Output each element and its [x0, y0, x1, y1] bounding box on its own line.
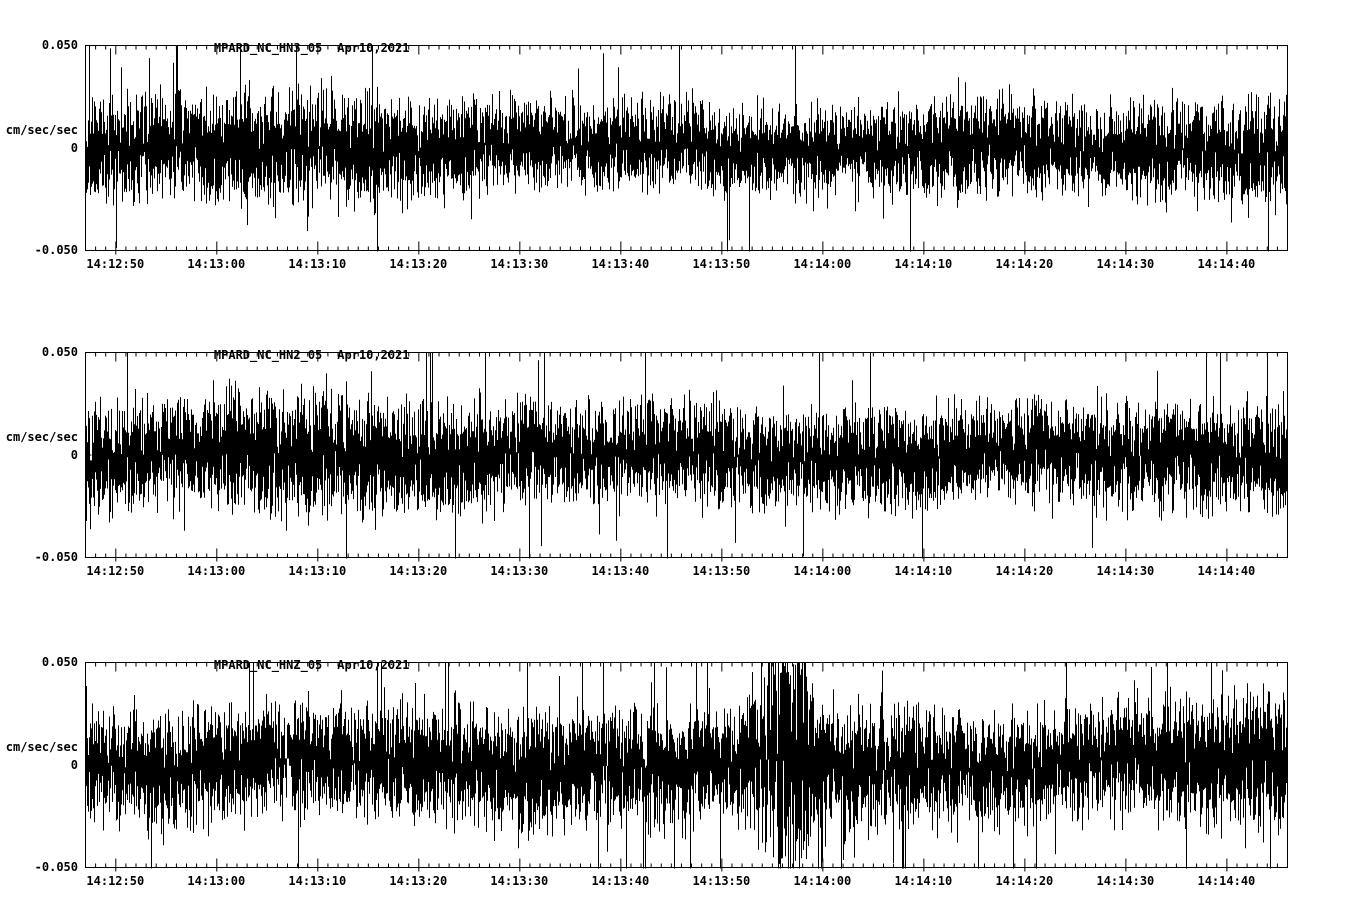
- x-tick-label: 14:13:10: [288, 564, 347, 578]
- channel-name: MPARD_NC_HN2_05: [213, 348, 323, 362]
- axis-ticks: [85, 45, 1288, 255]
- x-tick-label: 14:13:30: [490, 257, 549, 271]
- panel-title: MPARD_NC_HN2_05 Apr10,2021: [185, 334, 410, 376]
- y-axis-units-label: cm/sec/sec: [5, 429, 78, 444]
- x-tick-label: 14:14:20: [995, 874, 1054, 888]
- x-tick-label: 14:14:20: [995, 564, 1054, 578]
- x-tick-label: 14:14:30: [1096, 564, 1155, 578]
- x-tick-label: 14:13:00: [187, 874, 246, 888]
- x-tick-label: 14:14:10: [894, 874, 953, 888]
- x-tick-label: 14:13:40: [591, 257, 650, 271]
- waveform-panel-hn3: MPARD_NC_HN3_05 Apr10,2021 cm/sec/sec 0.0…: [0, 25, 1358, 287]
- x-tick-label: 14:13:00: [187, 257, 246, 271]
- x-tick-label: 14:14:00: [793, 257, 852, 271]
- y-tick-label: -0.050: [34, 860, 78, 874]
- x-tick-label: 14:12:50: [86, 564, 145, 578]
- y-tick-label: 0.050: [41, 38, 78, 52]
- x-tick-label: 14:13:40: [591, 874, 650, 888]
- x-tick-label: 14:13:10: [288, 874, 347, 888]
- y-axis-units-label: cm/sec/sec: [5, 739, 78, 754]
- x-tick-label: 14:14:00: [793, 874, 852, 888]
- y-tick-label: -0.050: [34, 243, 78, 257]
- x-tick-label: 14:13:20: [389, 257, 448, 271]
- x-tick-label: 14:12:50: [86, 257, 145, 271]
- waveform-trace: [85, 45, 1287, 252]
- y-tick-label: 0: [70, 140, 78, 155]
- y-tick-label: 0: [70, 447, 78, 462]
- waveform-plot: [85, 662, 1288, 872]
- x-tick-label: 14:14:40: [1197, 874, 1256, 888]
- x-tick-label: 14:13:50: [692, 874, 751, 888]
- waveform-plot: [85, 45, 1288, 255]
- x-tick-label: 14:14:40: [1197, 564, 1256, 578]
- trace-date: Apr10,2021: [337, 41, 410, 55]
- trace-date: Apr10,2021: [337, 348, 410, 362]
- x-tick-label: 14:14:40: [1197, 257, 1256, 271]
- y-axis-units-label: cm/sec/sec: [5, 122, 78, 137]
- x-tick-label: 14:14:30: [1096, 874, 1155, 888]
- panel-title: MPARD_NC_HNZ_05 Apr10,2021: [185, 644, 410, 686]
- axis-ticks: [85, 352, 1288, 562]
- x-tick-label: 14:13:30: [490, 874, 549, 888]
- waveform-trace: [85, 352, 1287, 559]
- x-tick-label: 14:14:10: [894, 257, 953, 271]
- x-tick-label: 14:13:50: [692, 564, 751, 578]
- x-tick-label: 14:13:20: [389, 874, 448, 888]
- channel-name: MPARD_NC_HNZ_05: [213, 658, 323, 672]
- x-tick-label: 14:13:00: [187, 564, 246, 578]
- y-tick-label: -0.050: [34, 550, 78, 564]
- x-tick-label: 14:13:30: [490, 564, 549, 578]
- x-tick-label: 14:13:20: [389, 564, 448, 578]
- x-tick-label: 14:12:50: [86, 874, 145, 888]
- x-tick-label: 14:13:50: [692, 257, 751, 271]
- x-tick-label: 14:14:10: [894, 564, 953, 578]
- waveform-trace: [85, 662, 1287, 869]
- x-tick-label: 14:13:40: [591, 564, 650, 578]
- x-tick-label: 14:14:20: [995, 257, 1054, 271]
- waveform-panel-hnz: MPARD_NC_HNZ_05 Apr10,2021 cm/sec/sec 0.0…: [0, 642, 1358, 904]
- trace-date: Apr10,2021: [337, 658, 410, 672]
- y-tick-label: 0.050: [41, 655, 78, 669]
- y-tick-label: 0: [70, 757, 78, 772]
- x-tick-label: 14:14:30: [1096, 257, 1155, 271]
- axis-ticks: [85, 662, 1288, 872]
- x-tick-label: 14:14:00: [793, 564, 852, 578]
- waveform-plot: [85, 352, 1288, 562]
- x-tick-label: 14:13:10: [288, 257, 347, 271]
- waveform-panel-hn2: MPARD_NC_HN2_05 Apr10,2021 cm/sec/sec 0.0…: [0, 332, 1358, 594]
- y-tick-label: 0.050: [41, 345, 78, 359]
